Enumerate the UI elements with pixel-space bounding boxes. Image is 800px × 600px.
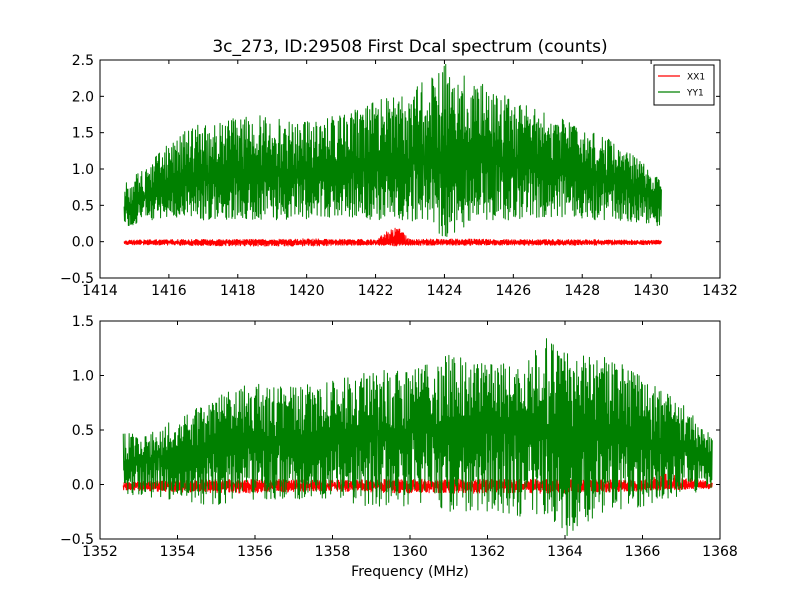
x-axis-label: Frequency (MHz) xyxy=(351,564,469,580)
x-tick-label: 1366 xyxy=(625,544,661,560)
x-tick-label: 1420 xyxy=(289,283,325,299)
panel-2: 1352 1354 1356 1358 1360 1362 1364 1366 1368 −0.5… xyxy=(60,314,738,580)
x-tick-label: 1430 xyxy=(633,283,669,299)
x-tick-label: 1418 xyxy=(220,283,256,299)
y-tick-label: 1.0 xyxy=(72,162,94,178)
x-tick-label: 1352 xyxy=(82,544,118,560)
legend: XX1 YY1 xyxy=(653,64,715,106)
x-tick-label: 1358 xyxy=(315,544,351,560)
x-tick-label: 1428 xyxy=(564,283,600,299)
x-tick-label: 1364 xyxy=(547,544,583,560)
legend-box xyxy=(653,64,715,106)
y-tick-label: 2.0 xyxy=(72,89,94,105)
x-tick-label: 1368 xyxy=(702,544,738,560)
chart-title: 3c_273, ID:29508 First Dcal spectrum (co… xyxy=(212,37,607,57)
series-layer xyxy=(123,63,662,247)
y-tick-label: 0.0 xyxy=(72,235,94,251)
y-tick-label: 1.0 xyxy=(72,369,94,385)
x-tick-label: 1362 xyxy=(470,544,506,560)
x-tick-label: 1416 xyxy=(151,283,187,299)
x-tick-label: 1432 xyxy=(702,283,738,299)
x-tick-label: 1422 xyxy=(358,283,394,299)
legend-label-xx1: XX1 xyxy=(687,73,705,83)
x-tick-label: 1426 xyxy=(496,283,532,299)
y-tick-label: 0.0 xyxy=(72,478,94,494)
series-line-xx1 xyxy=(123,227,662,247)
x-tick-label: 1424 xyxy=(427,283,463,299)
panel-1: 1414 1416 1418 1420 1422 1424 1426 1428 1430 1432… xyxy=(60,37,738,299)
y-tick-label: 1.5 xyxy=(72,126,94,142)
series-line-series-2 xyxy=(122,338,713,536)
y-tick-label: 1.5 xyxy=(72,314,94,330)
series-line-yy1 xyxy=(123,63,662,238)
x-tick-label: 1354 xyxy=(160,544,196,560)
y-tick-label: 2.5 xyxy=(72,53,94,69)
y-tick-label: 0.5 xyxy=(72,423,94,439)
legend-label-yy1: YY1 xyxy=(686,89,704,99)
x-tick-label: 1360 xyxy=(392,544,428,560)
series-layer xyxy=(122,338,713,536)
y-tick-label: −0.5 xyxy=(60,271,94,287)
y-tick-label: 0.5 xyxy=(72,198,94,214)
x-tick-label: 1414 xyxy=(82,283,118,299)
x-tick-label: 1356 xyxy=(237,544,273,560)
y-tick-label: −0.5 xyxy=(60,532,94,548)
